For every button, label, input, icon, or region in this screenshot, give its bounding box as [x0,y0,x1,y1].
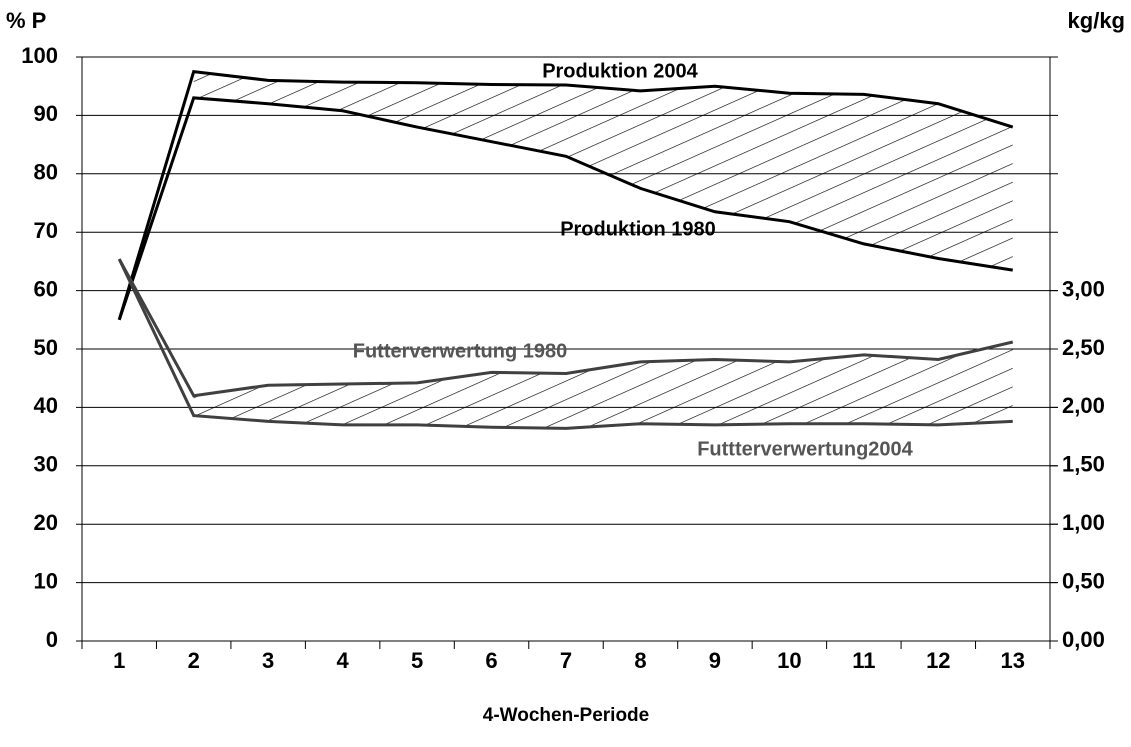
x-axis-label: 4-Wochen-Periode [483,705,649,726]
y-tick-label: 70 [34,218,58,243]
x-tick-label: 12 [926,648,950,673]
x-tick-label: 4 [336,648,349,673]
y-tick-label: 60 [34,276,58,301]
y-tick-label: 80 [34,160,58,185]
x-tick-label: 8 [634,648,646,673]
x-tick-label: 10 [777,648,801,673]
series-label: Futtterverwertung2004 [697,438,913,460]
series-label: Produktion 2004 [542,60,698,82]
series-line [117,96,1014,321]
series-line [117,258,1014,398]
hatched-area [193,341,1013,429]
y-tick-label: 50 [34,335,58,360]
y-axis-label: % P [6,8,46,33]
y2-axis-label: kg/kg [1068,8,1125,33]
x-tick-label: 6 [485,648,497,673]
series-label: Futterverwertung 1980 [353,340,568,362]
series-label: Produktion 1980 [560,218,716,240]
x-tick-label: 3 [262,648,274,673]
y2-tick-label: 2,50 [1062,335,1105,360]
x-tick-label: 1 [113,648,125,673]
y2-tick-label: 1,50 [1062,452,1105,477]
x-tick-label: 11 [852,648,875,673]
x-tick-label: 13 [1001,648,1025,673]
y-tick-label: 100 [21,43,58,68]
series-line [117,258,1013,430]
y-tick-label: 20 [34,510,58,535]
x-tick-label: 5 [411,648,423,673]
y2-tick-label: 2,00 [1062,393,1105,418]
y2-tick-label: 0,50 [1062,568,1105,593]
y-tick-label: 40 [34,393,58,418]
x-tick-label: 2 [188,648,200,673]
y2-tick-label: 0,00 [1062,627,1105,652]
series-line [117,69,1014,321]
y-tick-label: 90 [34,101,58,126]
y-tick-label: 10 [34,568,58,593]
x-tick-label: 7 [560,648,572,673]
y2-tick-label: 3,00 [1062,276,1105,301]
y-tick-label: 0 [46,627,58,652]
x-tick-label: 9 [709,648,721,673]
y2-tick-label: 1,00 [1062,510,1105,535]
y-tick-label: 30 [34,452,58,477]
